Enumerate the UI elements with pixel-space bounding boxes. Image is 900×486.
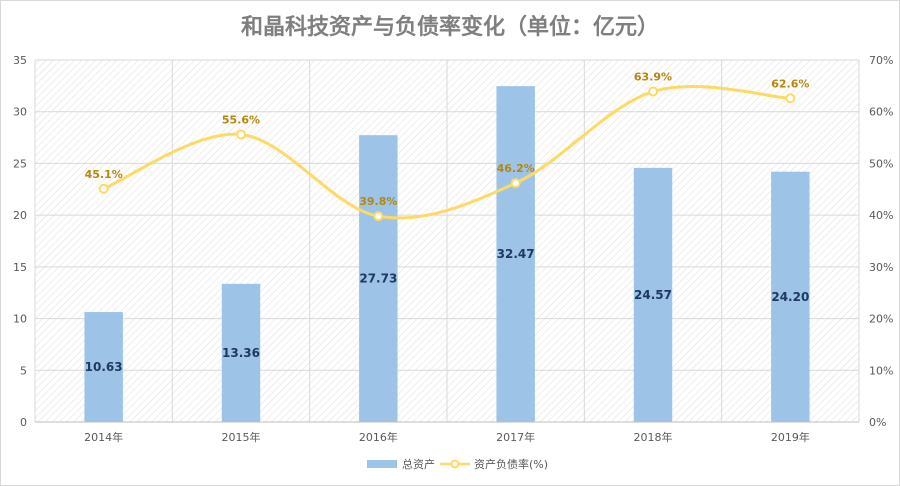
bar-total-assets	[359, 135, 398, 422]
debt-ratio-point	[510, 178, 521, 189]
x-tick-label: 2015年	[222, 430, 261, 444]
bar-value-label: 32.47	[497, 247, 535, 261]
legend-label-total-assets: 总资产	[402, 457, 435, 471]
debt-ratio-label: 45.1%	[85, 168, 123, 181]
bar-value-label: 24.57	[634, 288, 672, 302]
x-tick-label: 2017年	[496, 430, 535, 444]
bar-total-assets	[84, 312, 123, 422]
debt-ratio-point	[648, 86, 658, 97]
bar-total-assets	[771, 171, 810, 422]
x-tick-label: 2016年	[359, 430, 398, 444]
x-tick-label: 2018年	[634, 430, 673, 444]
line-series-debt-ratio: 45.1% 55.6% 39.8% 46.2% 63.9% 62.6%	[85, 71, 809, 222]
debt-ratio-point	[98, 183, 109, 194]
bar-total-assets	[633, 167, 673, 422]
debt-ratio-point	[373, 211, 384, 222]
bar-total-assets	[496, 86, 535, 423]
y-left-tick-label: 35	[13, 54, 27, 67]
bar-value-label: 13.36	[222, 346, 260, 360]
y-right-tick-label: 20%	[869, 313, 893, 326]
x-tick-label: 2019年	[771, 430, 810, 444]
y-right-tick-label: 40%	[869, 209, 893, 222]
y-right-tick-label: 10%	[869, 364, 893, 377]
debt-ratio-label: 63.9%	[634, 71, 672, 84]
y-left-tick-label: 30	[13, 106, 27, 119]
bar-value-label: 10.63	[85, 360, 123, 374]
axes: 0 5 10 15 20 25 30 35 0% 10% 20% 30% 40% 50% 60% 70% 201…	[13, 54, 893, 444]
bar-total-assets	[221, 283, 261, 422]
y-right-tick-label: 50%	[869, 157, 893, 170]
x-tick-label: 2014年	[84, 430, 123, 444]
chart-title: 和晶科技资产与负债率变化（单位：亿元）	[241, 14, 659, 40]
y-right-tick-label: 70%	[869, 54, 893, 67]
debt-ratio-point	[236, 129, 246, 140]
debt-ratio-label: 46.2%	[497, 162, 535, 175]
bar-value-label: 24.20	[771, 290, 809, 304]
y-left-tick-label: 15	[13, 261, 27, 274]
legend: 总资产 资产负债率(%)	[367, 457, 548, 471]
y-left-tick-label: 25	[13, 157, 27, 170]
debt-ratio-label: 62.6%	[771, 77, 809, 90]
debt-ratio-label: 55.6%	[222, 113, 260, 126]
y-right-tick-label: 60%	[869, 106, 893, 119]
legend-line-marker	[450, 459, 460, 469]
bar-series-total-assets: 10.63 13.36 27.73 32.47 24.57 24.20	[84, 86, 810, 423]
legend-label-debt-ratio: 资产负债率(%)	[474, 457, 548, 471]
y-left-tick-label: 0	[20, 416, 27, 429]
y-right-tick-label: 0%	[869, 416, 886, 429]
y-right-tick-label: 30%	[869, 261, 893, 274]
debt-ratio-label: 39.8%	[359, 195, 397, 208]
y-left-tick-label: 5	[20, 364, 27, 377]
bar-value-label: 27.73	[359, 272, 397, 286]
debt-ratio-point	[785, 93, 796, 104]
y-left-tick-label: 10	[13, 313, 27, 326]
legend-bar-swatch	[367, 460, 397, 468]
y-left-tick-label: 20	[13, 209, 27, 222]
